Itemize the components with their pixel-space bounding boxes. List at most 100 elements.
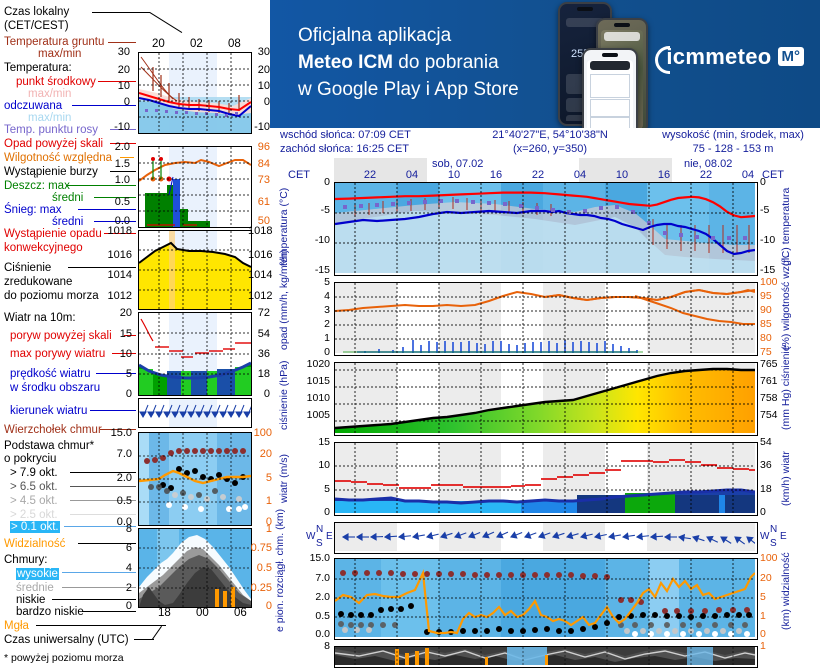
wind-tick-18: 18 <box>760 483 772 495</box>
hour-label-8: 22 <box>694 169 718 181</box>
leader-ground-temp <box>108 42 136 43</box>
mini-fog-tick-1: 1 <box>248 523 272 535</box>
mini-temp-tickR-30: 30 <box>252 46 270 58</box>
mini-cc-tick-4: 4 <box>100 562 132 574</box>
fog-tick-1: 1 <box>760 640 766 652</box>
chart-cloudbase-visibility <box>334 558 758 640</box>
press-tick-1010: 1010 <box>292 392 330 404</box>
precip-tick-1: 1 <box>310 332 330 344</box>
banner-line-3: w Google Play i App Store <box>298 76 519 103</box>
grid-point-text: (x=260, y=350) <box>460 142 640 156</box>
legend-label-wind-area: w środku obszaru <box>10 382 100 394</box>
mini-cb-tick-05: 0.5 <box>96 495 132 507</box>
legend-label-wind10m: Wiatr na 10m: <box>4 312 76 324</box>
vis-tick-1: 1 <box>760 610 766 622</box>
forecast-charts: sob, 07.02 nie, 08.02 22 04 10 16 22 04 … <box>270 158 820 660</box>
mini-temp-tick-10: 10 <box>100 80 130 92</box>
legend-label-okt-01: > 0.1 okt. <box>10 521 60 533</box>
legend-label-cloud-low: niskie <box>16 594 45 606</box>
mini-hour-20: 20 <box>152 38 165 50</box>
temp-tick-right-m5: -5 <box>760 204 769 216</box>
mini-hum-tick-61: 61 <box>250 196 270 208</box>
legend-label-ground-maxmin: max/min <box>38 48 81 60</box>
legend-label-apparent-maxmin: max/min <box>28 112 71 124</box>
mini-press-tickR-1012: 1012 <box>248 290 272 302</box>
axis-label-precip-left: opad (mm/h, kg/m²/h) <box>278 288 290 350</box>
legend-label-okt-79: > 7.9 okt. <box>10 467 58 479</box>
mini-temp-tick-20: 20 <box>100 64 130 76</box>
temp-tick-left-m15: -15 <box>302 264 330 276</box>
mini-cc-tick-8: 8 <box>100 523 132 535</box>
legend-panel: Czas lokalny (CET/CEST) Temperatura grun… <box>0 0 270 660</box>
wind-tick-5: 5 <box>304 483 330 495</box>
mini-fog-tick-025: 0.25 <box>246 582 272 594</box>
mini-hour-18: 18 <box>158 607 171 619</box>
banner-brand: Meteo ICM <box>298 52 393 73</box>
press-tick-754: 754 <box>760 409 778 421</box>
leader-fog <box>36 625 166 626</box>
mini-precip-tick-15: 1.5 <box>96 158 130 170</box>
mini-wind-tickR-0: 0 <box>250 388 270 400</box>
press-tick-1020: 1020 <box>292 358 330 370</box>
chart-temperature <box>334 182 758 276</box>
mini-wind-tick-10: 10 <box>100 348 132 360</box>
app-promo-banner[interactable]: Oficjalna aplikacja Meteo ICM do pobrani… <box>270 0 820 128</box>
wind-tick-15: 15 <box>304 436 330 448</box>
mini-press-tickR-1016: 1016 <box>248 249 272 261</box>
press-tick-761: 761 <box>760 375 778 387</box>
elevation-value: 75 - 128 - 153 m <box>648 142 818 156</box>
mini-hum-tick-84: 84 <box>250 158 270 170</box>
mini-press-tick-1012: 1012 <box>94 290 132 302</box>
mini-cb-tick-20: 2.0 <box>96 472 132 484</box>
legend-label-cet-cest: (CET/CEST) <box>4 20 69 32</box>
mini-wind-tickR-18: 18 <box>250 368 270 380</box>
vis-tick-5: 5 <box>760 591 766 603</box>
legend-label-fog: Mgła <box>4 620 29 632</box>
mini-hour-08: 08 <box>228 38 241 50</box>
mini-hum-tick-96: 96 <box>250 141 270 153</box>
axis-label-visibility-right: (km) widzialność <box>780 558 792 630</box>
mini-temp-tick-30: 30 <box>100 46 130 58</box>
logo-wordmark: icmmeteo <box>666 44 771 69</box>
time-axis-header: sob, 07.02 nie, 08.02 22 04 10 16 22 04 … <box>334 158 756 182</box>
cb-tick-05: 0.5 <box>292 610 330 622</box>
humid-tick-90: 90 <box>760 304 772 316</box>
mini-fog-tick-075: 0.75 <box>246 542 272 554</box>
hour-label-9: 04 <box>736 169 760 181</box>
mini-cb-tick-70: 7.0 <box>96 448 132 460</box>
mini-hour-00: 00 <box>196 607 209 619</box>
legend-label-ground-temp: Temperatura gruntu <box>4 36 104 48</box>
legend-label-gust-over: poryw powyżej skali <box>10 330 112 342</box>
humid-tick-80: 80 <box>760 332 772 344</box>
wind-tick-36: 36 <box>760 459 772 471</box>
mini-fog-tick-05: 0.5 <box>248 562 272 574</box>
precip-tick-3: 3 <box>310 304 330 316</box>
legend-label-rain-avg: średni <box>52 192 83 204</box>
axis-label-wind-right: (km/h) wiatr <box>780 450 792 508</box>
legend-label-okt-25: > 2.5 okt. <box>10 509 58 521</box>
mini-hum-tick-73: 73 <box>250 174 270 186</box>
mini-precip-tick-20: 2.0 <box>96 141 130 153</box>
legend-label-convective-1: Wystąpienie opadu <box>4 228 102 240</box>
mini-press-tick-1018: 1018 <box>94 225 132 237</box>
legend-footnote: * powyżej poziomu morza <box>4 652 124 664</box>
banner-line-1: Oficjalna aplikacja <box>298 22 519 49</box>
chart-pressure <box>334 362 758 436</box>
mini-temp-tickR-10: 10 <box>252 80 270 92</box>
mini-chart-cloudcover <box>138 528 252 608</box>
leader-local-time <box>92 12 150 13</box>
legend-label-cloud-vlow: bardzo niskie <box>16 606 84 618</box>
leader-okt-65 <box>70 486 136 487</box>
precip-tick-5: 5 <box>310 276 330 288</box>
logo-badge: M° <box>778 47 805 66</box>
location-info-bar: wschód słońca: 07:09 CET zachód słońca: … <box>270 128 820 158</box>
phone-mockup-chart <box>582 48 638 128</box>
vis-tick-100: 100 <box>760 552 778 564</box>
mini-chart-wind-direction <box>138 398 252 428</box>
phone-chart-3 <box>590 117 630 128</box>
mini-temp-tickR-20: 20 <box>252 64 270 76</box>
phone-screen-chart <box>587 60 633 128</box>
temp-tick-right-m10: -10 <box>760 234 775 246</box>
leader-utc <box>134 639 154 640</box>
wind-tick-10: 10 <box>304 459 330 471</box>
